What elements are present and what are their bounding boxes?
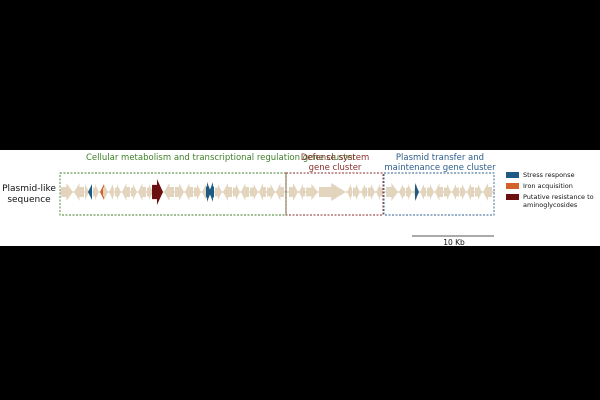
legend-item-iron: Iron acquisition xyxy=(506,182,600,190)
gene-arrow-4 xyxy=(88,184,92,200)
gene-arrow-49 xyxy=(460,184,466,200)
gene-arrow-38 xyxy=(376,184,383,200)
gene-arrow-47 xyxy=(444,184,451,200)
legend-swatch-iron xyxy=(506,183,519,189)
gene-arrow-3 xyxy=(85,184,89,200)
cluster-title-metabolism: Cellular metabolism and transcriptional … xyxy=(86,153,356,163)
figure-panel xyxy=(0,150,600,246)
legend-swatch-stress xyxy=(506,172,519,178)
legend-item-aminoglycoside: Putative resistance to aminoglycosides xyxy=(506,193,600,209)
gene-arrow-16 xyxy=(175,183,184,201)
cluster-title-metabolism-text: Cellular metabolism and transcriptional … xyxy=(86,153,356,163)
gene-arrow-9 xyxy=(115,184,121,200)
gene-arrow-30 xyxy=(289,183,298,201)
gene-arrow-17 xyxy=(185,183,193,201)
gene-arrow-28 xyxy=(267,184,275,200)
legend: Stress response Iron acquisition Putativ… xyxy=(506,171,600,212)
gene-arrow-50 xyxy=(467,183,474,201)
gene-arrow-39 xyxy=(386,183,398,201)
cluster-box-defense xyxy=(285,172,384,216)
gene-arrow-46 xyxy=(435,183,443,201)
gene-arrow-37 xyxy=(368,184,375,200)
scale-bar-label: 10 Kb xyxy=(443,238,465,247)
row-label: Plasmid-like sequence xyxy=(2,184,56,205)
gene-arrow-44 xyxy=(420,184,426,200)
gene-arrow-11 xyxy=(131,184,137,200)
gene-arrow-2 xyxy=(74,183,84,201)
gene-arrow-48 xyxy=(452,184,459,200)
gene-arrow-18 xyxy=(194,184,201,200)
gene-arrow-36 xyxy=(361,184,367,200)
gene-arrow-20 xyxy=(206,182,211,202)
cluster-title-defense-text: Defense system gene cluster xyxy=(300,153,370,173)
gene-arrow-14 xyxy=(152,179,163,205)
gene-arrow-21 xyxy=(209,182,214,202)
gene-arrow-29 xyxy=(276,183,284,201)
legend-label-aminoglycoside: Putative resistance to aminoglycosides xyxy=(523,193,594,209)
gene-arrow-33 xyxy=(319,183,346,201)
gene-arrow-12 xyxy=(138,183,146,201)
gene-arrow-25 xyxy=(241,183,249,201)
gene-arrow-7 xyxy=(103,184,108,200)
cluster-box-plasmid xyxy=(383,172,495,216)
gene-arrow-5 xyxy=(93,184,99,200)
cluster-title-plasmid-text: Plasmid transfer and maintenance gene cl… xyxy=(384,153,496,173)
legend-item-stress: Stress response xyxy=(506,171,600,179)
gene-arrow-27 xyxy=(259,183,266,201)
gene-arrow-51 xyxy=(475,184,482,200)
gene-arrow-13 xyxy=(147,184,153,200)
gene-arrow-34 xyxy=(347,184,352,200)
gene-arrow-15 xyxy=(164,183,174,201)
gene-arrow-43 xyxy=(415,183,419,201)
gene-arrow-32 xyxy=(306,184,318,200)
gene-arrow-35 xyxy=(353,184,360,200)
gene-arrow-23 xyxy=(223,183,232,201)
gene-arrow-52 xyxy=(483,183,492,201)
gene-arrow-22 xyxy=(215,184,222,200)
gene-arrow-26 xyxy=(250,184,258,200)
gene-arrow-31 xyxy=(299,184,305,200)
gene-arrow-45 xyxy=(427,184,434,200)
legend-label-stress: Stress response xyxy=(523,171,575,179)
gene-arrow-40 xyxy=(399,184,405,200)
gene-arrow-8 xyxy=(109,184,114,200)
gene-arrow-1 xyxy=(61,183,73,201)
legend-swatch-aminoglycoside xyxy=(506,194,519,200)
gene-arrow-10 xyxy=(122,183,130,201)
cluster-title-plasmid: Plasmid transfer and maintenance gene cl… xyxy=(384,153,496,173)
legend-label-iron: Iron acquisition xyxy=(523,182,573,190)
gene-arrow-41 xyxy=(406,184,412,200)
gene-arrow-24 xyxy=(233,184,240,200)
cluster-title-defense: Defense system gene cluster xyxy=(294,153,376,173)
